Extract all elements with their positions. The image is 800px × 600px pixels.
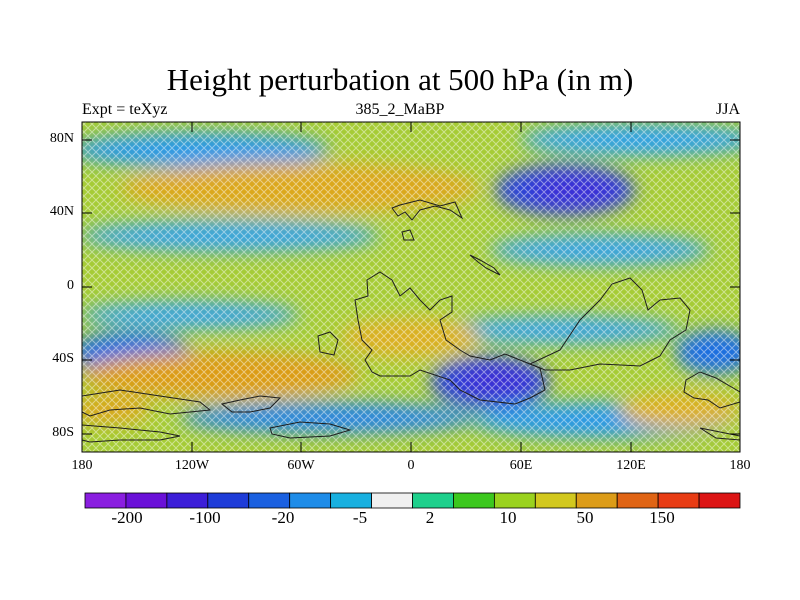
shaded-field — [82, 122, 740, 452]
x-tick-label: 120E — [616, 458, 646, 473]
colorbar-box — [534, 492, 577, 509]
colorbar-box — [698, 492, 741, 509]
colorbar-label: -5 — [352, 508, 368, 527]
colorbar-box — [330, 492, 372, 509]
map-frame — [81, 121, 741, 453]
colorbar-box — [493, 492, 536, 509]
colorbar-box — [657, 492, 700, 509]
colorbar-box — [616, 492, 659, 509]
colorbar-box — [248, 492, 291, 509]
y-tick-label: 0 — [67, 278, 74, 293]
colorbar-box — [166, 492, 209, 509]
colorbar-label: -200 — [111, 508, 143, 527]
x-tick-label: 120W — [174, 458, 210, 473]
x-tick-label: 180 — [71, 458, 93, 473]
experiment-label: Expt = teXyz — [82, 101, 168, 118]
x-tick-label: 180 — [729, 458, 751, 473]
plot-title: Height perturbation at 500 hPa (in m) — [166, 62, 634, 97]
season-label: JJA — [715, 101, 740, 118]
colorbar-box — [453, 492, 495, 509]
y-tick-label: 80S — [52, 425, 74, 440]
colorbar-box — [84, 492, 127, 509]
colorbar-label: 50 — [576, 508, 594, 527]
colorbar-box — [371, 492, 413, 509]
colorbar-label: -100 — [189, 508, 221, 527]
y-tick-label: 40N — [49, 204, 74, 219]
coastline-outlines — [81, 199, 741, 443]
colorbar-box — [289, 492, 332, 509]
x-tick-label: 0 — [407, 458, 415, 473]
colorbar-label: 10 — [499, 508, 517, 527]
colorbar-box — [412, 492, 454, 509]
colorbar-label: 150 — [649, 508, 675, 527]
y-tick-label: 80N — [49, 131, 74, 146]
colorbar — [84, 492, 741, 509]
colorbar-box — [125, 492, 168, 509]
colorbar-box — [207, 492, 250, 509]
x-tick-label: 60E — [509, 458, 533, 473]
case-label: 385_2_MaBP — [355, 101, 445, 118]
x-tick-label: 60W — [287, 458, 315, 473]
colorbar-label: -20 — [271, 508, 295, 527]
colorbar-label: 2 — [425, 508, 435, 527]
colorbar-box — [575, 492, 618, 509]
y-tick-label: 40S — [52, 351, 74, 366]
